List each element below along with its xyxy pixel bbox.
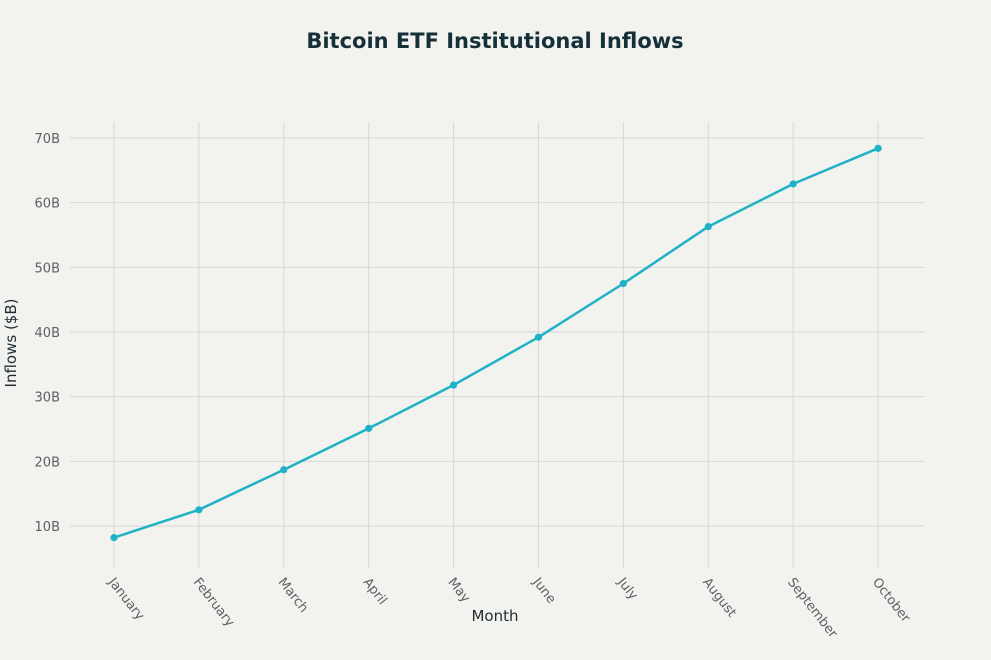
chart-title: Bitcoin ETF Institutional Inflows (306, 29, 683, 53)
data-point (534, 333, 543, 341)
x-tick-label: May (444, 575, 473, 606)
data-point (110, 534, 118, 542)
series-line (112, 147, 880, 539)
series-inflows (110, 144, 882, 542)
data-point (874, 144, 882, 152)
x-axis-title: Month (471, 607, 518, 625)
x-tick-label: October (869, 575, 913, 626)
y-tick-label: 30B (35, 391, 60, 406)
data-point (365, 424, 373, 432)
y-tick-label: 40B (35, 326, 60, 341)
data-point (789, 180, 797, 188)
x-tick-label: September (784, 575, 840, 641)
x-tick-label: July (614, 574, 641, 603)
y-gridlines (70, 137, 925, 527)
y-tick-label: 10B (35, 520, 60, 535)
x-tick-label: January (104, 574, 147, 623)
y-tick-label: 20B (35, 455, 60, 470)
data-point (704, 222, 712, 231)
x-tick-label: June (529, 574, 559, 606)
x-tick-label: April (360, 575, 390, 608)
data-point (195, 506, 203, 514)
y-tick-label: 60B (35, 197, 60, 212)
y-tick-label: 70B (35, 132, 60, 147)
x-tick-label: February (190, 575, 237, 630)
data-point (450, 381, 458, 389)
x-tick-label: March (275, 575, 311, 615)
y-tick-label: 50B (35, 261, 60, 276)
y-axis-tick-labels: 10B 20B 30B 40B 50B 60B 70B (35, 132, 60, 535)
x-gridlines (113, 122, 879, 568)
data-point (619, 279, 628, 288)
y-axis-title: Inflows ($B) (2, 299, 20, 388)
x-tick-label: August (699, 575, 739, 620)
data-point (280, 466, 288, 474)
